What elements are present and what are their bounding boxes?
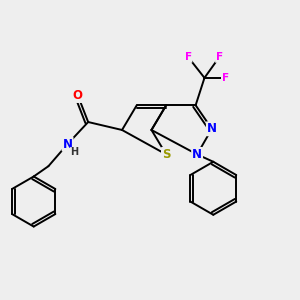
Text: O: O — [73, 89, 83, 102]
Text: N: N — [207, 122, 217, 135]
Text: H: H — [70, 147, 78, 158]
Text: F: F — [185, 52, 192, 62]
Text: S: S — [162, 148, 170, 161]
Text: N: N — [63, 138, 73, 151]
Text: F: F — [216, 52, 223, 62]
Text: N: N — [192, 148, 202, 161]
Text: F: F — [221, 73, 229, 83]
